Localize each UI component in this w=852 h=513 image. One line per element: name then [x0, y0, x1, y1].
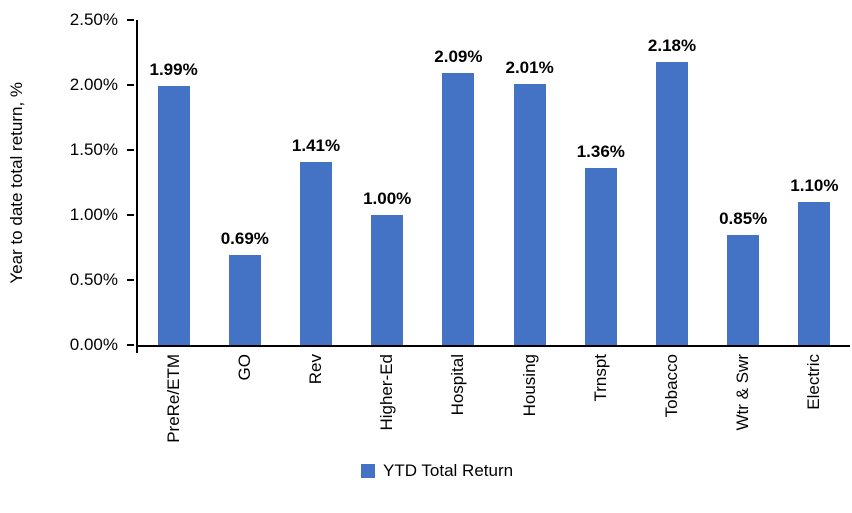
- y-axis-tick-label: 1.50%: [69, 140, 118, 159]
- bar-higher-ed: [371, 215, 404, 345]
- bar-rev: [300, 161, 332, 345]
- x-axis-category-label-higher-ed: Higher-Ed: [377, 354, 397, 431]
- bar-value-label-tobacco: 2.18%: [647, 35, 697, 55]
- bar-value-label-wtr-swr: 0.85%: [719, 208, 768, 228]
- x-axis-category-label-rev: Rev: [306, 354, 325, 385]
- bar-hospital: [442, 73, 475, 345]
- bar-value-label-trnspt: 1.36%: [576, 142, 625, 162]
- bar-value-label-go: 0.69%: [220, 229, 269, 249]
- y-axis-tick-mark: [127, 19, 134, 21]
- y-axis-tick-label: 0.00%: [69, 335, 118, 354]
- x-axis-category-label-electric: Electric: [804, 354, 824, 410]
- y-axis-tick-label: 2.00%: [69, 75, 118, 94]
- bar-value-label-prere-etm: 1.99%: [149, 60, 198, 80]
- y-axis-tick-mark: [127, 84, 134, 86]
- legend-label: YTD Total Return: [383, 461, 514, 480]
- x-axis-crossing-tick: [136, 347, 138, 353]
- bar-housing: [513, 83, 546, 345]
- bar-electric: [798, 202, 831, 345]
- x-axis-category-label-housing: Housing: [519, 354, 539, 417]
- legend: YTD Total Return: [361, 462, 513, 480]
- x-axis-category-label-trnspt: Trnspt: [590, 354, 610, 402]
- x-axis-category-label-wtr-swr: Wtr & Swr: [733, 354, 753, 431]
- y-axis-tick-mark: [127, 149, 134, 151]
- x-axis-category-label-hospital: Hospital: [448, 354, 468, 416]
- bar-go: [228, 255, 261, 345]
- y-axis-title: Year to date total return, %: [7, 81, 26, 284]
- bar-trnspt: [584, 168, 617, 345]
- bar-value-label-hospital: 2.09%: [434, 47, 483, 67]
- bar-prere-etm: [157, 86, 190, 345]
- x-axis-category-label-tobacco: Tobacco: [662, 354, 681, 418]
- bar-value-label-higher-ed: 1.00%: [363, 189, 412, 208]
- y-axis-tick-mark: [127, 279, 134, 281]
- y-axis-tick-mark: [127, 344, 134, 346]
- bar-value-label-housing: 2.01%: [505, 57, 554, 77]
- y-axis-tick-label: 1.00%: [69, 205, 118, 224]
- y-axis-title-wrap: Year to date total return, %: [4, 20, 30, 345]
- x-axis-category-label-prere-etm: PreRe/ETM: [163, 354, 183, 443]
- legend-marker: [361, 464, 375, 478]
- y-axis-tick-mark: [127, 214, 134, 216]
- x-axis-category-label-go: GO: [234, 354, 254, 381]
- bar-wtr-swr: [727, 234, 760, 345]
- y-axis-tick-label: 0.50%: [69, 270, 118, 289]
- plot-area: 1.99% PreRe/ETM 0.69% GO 1.41% Rev 1.00% Higher…: [136, 20, 850, 443]
- bar-tobacco: [656, 61, 688, 345]
- bar-value-label-electric: 1.10%: [790, 176, 839, 195]
- bar-value-label-rev: 1.41%: [291, 135, 341, 155]
- y-axis-tick-label: 2.50%: [69, 10, 118, 29]
